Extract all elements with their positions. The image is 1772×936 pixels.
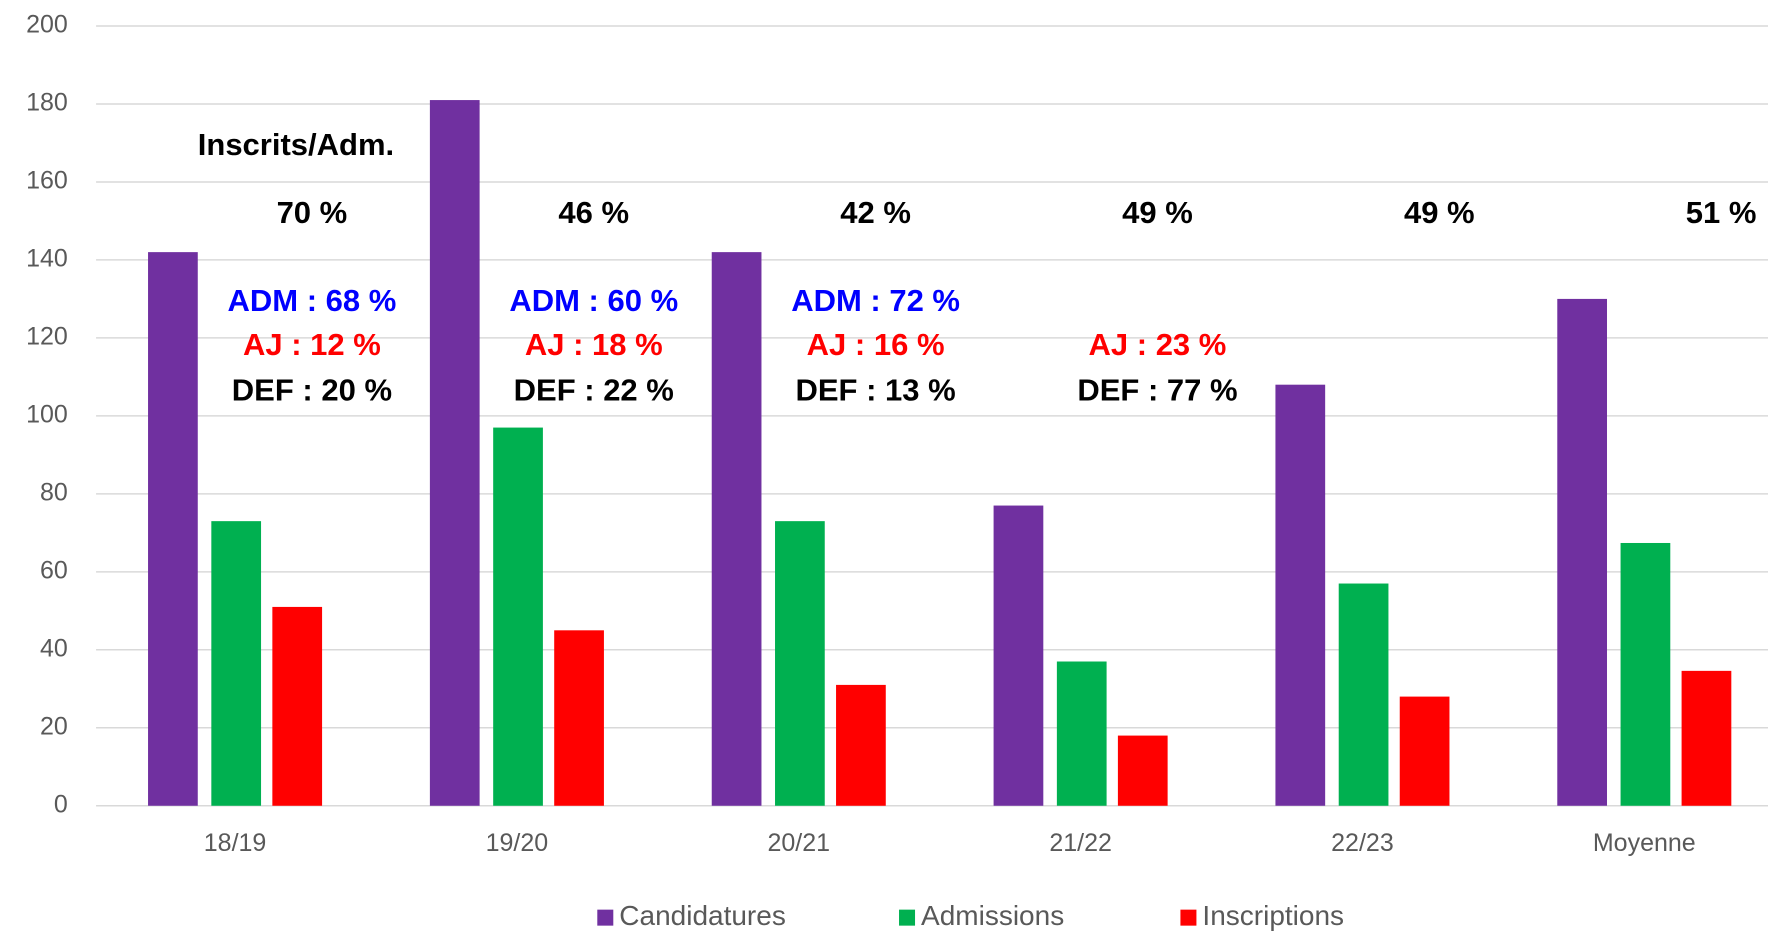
ratio-label: 46 % xyxy=(558,195,629,230)
x-tick-label: 21/22 xyxy=(1049,829,1112,857)
legend-label: Inscriptions xyxy=(1202,900,1344,931)
y-tick-label: 60 xyxy=(40,556,68,584)
legend-label: Admissions xyxy=(921,900,1064,931)
y-tick-label: 0 xyxy=(54,790,68,818)
legend-label: Candidatures xyxy=(619,900,786,931)
y-tick-label: 160 xyxy=(26,167,68,195)
y-tick-label: 20 xyxy=(40,712,68,740)
x-tick-label: 19/20 xyxy=(486,829,549,857)
x-tick-label: 22/23 xyxy=(1331,829,1394,857)
bar xyxy=(1681,670,1732,806)
y-tick-label: 80 xyxy=(40,478,68,506)
bar xyxy=(211,521,262,806)
ratio-label: 70 % xyxy=(277,195,348,230)
y-tick-label: 200 xyxy=(26,11,68,39)
detail-label: ADM : 60 % xyxy=(509,283,678,318)
x-tick-label: 20/21 xyxy=(767,829,830,857)
x-tick-label: Moyenne xyxy=(1593,829,1696,857)
detail-label: DEF : 22 % xyxy=(514,372,674,407)
bar xyxy=(554,630,604,806)
bar xyxy=(1399,696,1450,806)
y-tick-label: 40 xyxy=(40,634,68,662)
detail-label: AJ : 23 % xyxy=(1089,327,1227,362)
bar xyxy=(429,100,480,806)
detail-label: AJ : 12 % xyxy=(243,327,381,362)
detail-label: ADM : 68 % xyxy=(228,283,397,318)
x-tick-label: 18/19 xyxy=(204,829,267,857)
bar xyxy=(775,521,825,806)
annotation-header: Inscrits/Adm. xyxy=(198,127,394,162)
ratio-label: 49 % xyxy=(1122,195,1193,230)
bar xyxy=(148,252,198,806)
legend-marker xyxy=(899,909,916,926)
bar xyxy=(1117,735,1168,806)
bar xyxy=(993,505,1044,806)
bar xyxy=(1275,384,1326,806)
bar xyxy=(1338,583,1389,806)
ratio-label: 42 % xyxy=(840,195,911,230)
bar xyxy=(493,427,543,806)
legend-marker xyxy=(1180,909,1197,926)
y-tick-label: 120 xyxy=(26,323,68,351)
detail-label: AJ : 16 % xyxy=(807,327,945,362)
bar xyxy=(1620,542,1671,806)
bar xyxy=(1056,661,1107,806)
ratio-label: 49 % xyxy=(1404,195,1475,230)
detail-label: AJ : 18 % xyxy=(525,327,663,362)
bar xyxy=(711,252,762,806)
legend-marker xyxy=(597,909,614,926)
ratio-label: 51 % xyxy=(1686,195,1757,230)
bar xyxy=(836,684,886,806)
bar xyxy=(272,606,323,806)
detail-label: DEF : 20 % xyxy=(232,372,392,407)
detail-label: DEF : 13 % xyxy=(795,372,955,407)
detail-label: ADM : 72 % xyxy=(791,283,960,318)
y-tick-label: 180 xyxy=(26,89,68,117)
y-tick-label: 100 xyxy=(26,400,68,428)
detail-label: DEF : 77 % xyxy=(1077,372,1237,407)
y-tick-label: 140 xyxy=(26,245,68,273)
bar xyxy=(1557,298,1608,806)
